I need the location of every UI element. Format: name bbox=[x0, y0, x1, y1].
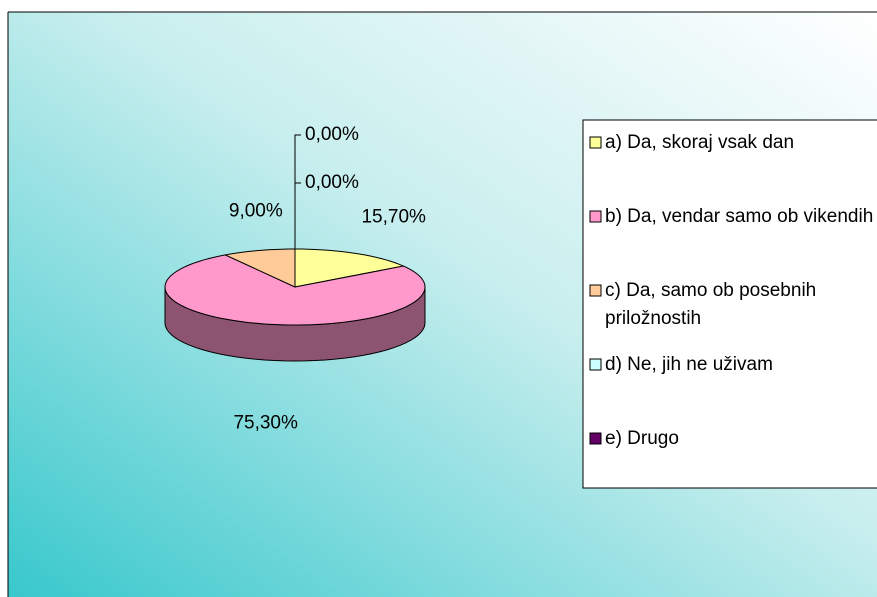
legend-swatch bbox=[589, 136, 602, 149]
leader-line bbox=[294, 182, 301, 287]
legend-swatch bbox=[589, 210, 602, 223]
legend-label: c) Da, samo ob posebnih priložnostih bbox=[605, 280, 816, 329]
data-label: 9,00% bbox=[229, 201, 283, 222]
legend-swatch bbox=[589, 284, 602, 297]
legend-swatch bbox=[589, 432, 602, 445]
legend-swatch bbox=[589, 358, 602, 371]
data-label: 15,70% bbox=[361, 206, 426, 227]
pie-slice bbox=[294, 248, 406, 288]
data-label: 0,00% bbox=[305, 172, 359, 193]
legend bbox=[582, 119, 877, 489]
data-label: 0,00% bbox=[305, 124, 359, 145]
pie-slice bbox=[223, 248, 296, 288]
legend-label: d) Ne, jih ne uživam bbox=[605, 354, 773, 375]
legend-label: a) Da, skoraj vsak dan bbox=[605, 132, 794, 153]
data-label: 75,30% bbox=[233, 413, 298, 434]
legend-label: b) Da, vendar samo ob vikendih bbox=[605, 206, 873, 227]
legend-label: e) Drugo bbox=[605, 428, 679, 449]
pie-slice bbox=[164, 254, 426, 326]
